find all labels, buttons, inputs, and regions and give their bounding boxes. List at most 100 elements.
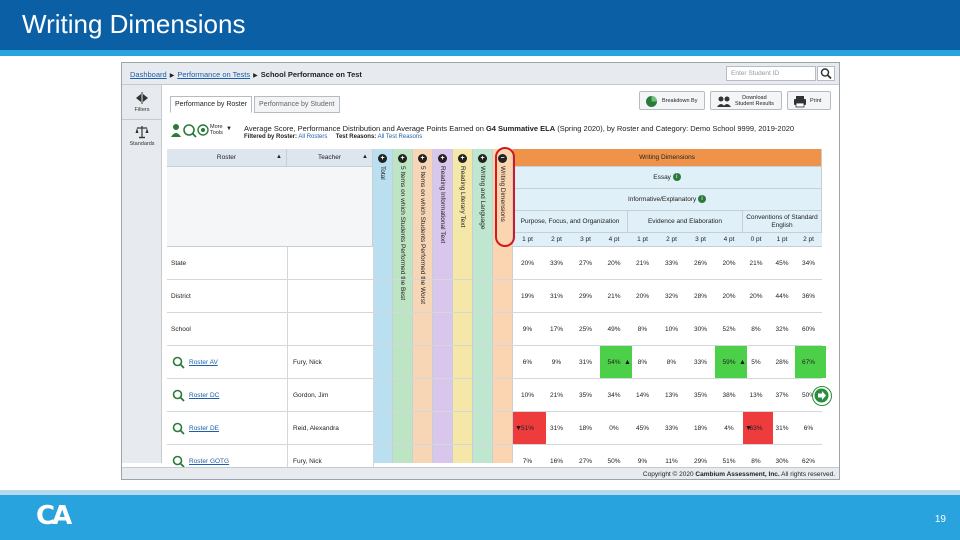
test-reasons-value: All Test Reasons	[377, 134, 423, 140]
expand-plus-icon[interactable]: +	[378, 154, 387, 163]
sort-icon: ▲	[276, 154, 282, 160]
table-row: Roster AV Fury, Nick 6% 9% 31% 54% ▲ 8% 8% 33% 59%…	[167, 346, 826, 379]
breakdown-by-button[interactable]: Breakdown By	[639, 91, 705, 110]
roster-name[interactable]: Roster GOTG	[189, 457, 230, 465]
percent-cell: 27%	[578, 259, 592, 267]
arrow-right-icon	[814, 388, 829, 403]
sidebar-item-label: Standards	[129, 141, 155, 147]
roster-detail-icon[interactable]	[172, 455, 185, 468]
roster-name[interactable]: Roster DE	[189, 424, 219, 432]
percent-cell: 51%	[722, 457, 736, 465]
teacher-column-header[interactable]: Teacher ▲	[287, 149, 373, 167]
percent-cell: 33%	[549, 259, 563, 267]
student-id-input[interactable]: Enter Student ID	[726, 66, 816, 81]
breadcrumb-separator-icon: ▶	[169, 73, 175, 79]
more-tools-button[interactable]: More Tools ▼	[170, 122, 236, 140]
strip-writing-language[interactable]: + Writing and Language	[473, 149, 493, 463]
percent-cell: 33%	[664, 259, 678, 267]
slide-footer: CA 19	[0, 495, 960, 540]
percent-cell: 8%	[637, 325, 648, 333]
download-label-line2: Student Results	[735, 101, 774, 107]
tab-performance-by-student[interactable]: Performance by Student	[254, 96, 340, 113]
roster-name[interactable]: Roster AV	[189, 358, 218, 366]
percent-cell: 54%	[607, 358, 621, 366]
table-row: Roster DE Reid, Alexandra 51% ▼ 31% 18% 0% 45% 3…	[167, 412, 822, 445]
print-label: Print	[810, 98, 822, 104]
cambium-logo: CA	[36, 501, 72, 531]
filtered-by-value: All Rosters	[298, 134, 328, 140]
roster-detail-icon[interactable]	[172, 356, 185, 369]
points-column-header: 1 pt	[522, 236, 533, 243]
slide-title: Writing Dimensions	[22, 9, 246, 39]
breadcrumb-dashboard[interactable]: Dashboard	[130, 70, 167, 79]
percent-cell: 20%	[749, 292, 763, 300]
cell-divider	[287, 445, 288, 477]
info-icon[interactable]: i	[672, 173, 681, 182]
percent-cell: 11%	[665, 457, 678, 465]
expand-plus-icon[interactable]: +	[398, 154, 407, 163]
cell-divider	[287, 247, 288, 279]
points-column-header: 1 pt	[776, 236, 788, 243]
roster-column-header[interactable]: Roster ▲	[167, 149, 287, 167]
roster-detail-icon[interactable]	[172, 422, 185, 435]
expand-plus-icon[interactable]: +	[478, 154, 487, 163]
roster-detail-icon[interactable]	[172, 389, 185, 402]
more-tools-line2: Tools	[210, 130, 223, 136]
collapse-minus-icon[interactable]: −	[498, 154, 507, 163]
strip-label: 5 Items on which Students Performed the …	[399, 166, 406, 301]
strip-reading-literary[interactable]: + Reading Literary Text	[453, 149, 473, 463]
percent-cell: 31%	[549, 424, 563, 432]
print-button[interactable]: Print	[787, 91, 831, 110]
strip-total[interactable]: + Total	[373, 149, 393, 463]
header-blank	[167, 167, 373, 247]
scroll-right-button[interactable]	[812, 386, 832, 406]
percent-cell: 6%	[522, 358, 533, 366]
student-search-button[interactable]	[817, 66, 835, 81]
percent-cell: 8%	[751, 325, 761, 333]
sidebar-divider	[122, 119, 162, 120]
tab-performance-by-roster[interactable]: Performance by Roster	[170, 96, 252, 113]
expand-plus-icon[interactable]: +	[438, 154, 447, 163]
cell-divider	[287, 346, 288, 378]
people-icon	[717, 96, 731, 107]
percent-cell: 18%	[693, 424, 707, 432]
expand-plus-icon[interactable]: +	[418, 154, 427, 163]
info-icon[interactable]: i	[698, 195, 707, 204]
percent-cell: 49%	[607, 325, 621, 333]
cell-divider	[373, 280, 374, 312]
percent-cell: 45%	[775, 259, 789, 267]
report-title-prefix: Average Score, Performance Distribution …	[244, 124, 484, 133]
roster-name[interactable]: Roster DC	[189, 391, 220, 399]
percent-cell: 13%	[664, 391, 678, 399]
percent-cell: 32%	[775, 325, 789, 333]
breadcrumb-current: School Performance on Test	[260, 70, 362, 79]
strip-best-items[interactable]: +5 Items on which Students Performed the…	[393, 149, 413, 463]
points-column-header: 3 pt	[695, 236, 706, 243]
percent-cell: 35%	[578, 391, 592, 399]
percent-cell: 26%	[693, 259, 707, 267]
strip-label: Writing and Language	[479, 166, 486, 230]
group-label-line2: English	[771, 222, 793, 229]
slide-header: Writing Dimensions	[0, 0, 960, 50]
strip-writing-dimensions[interactable]: − Writing Dimensions	[493, 149, 513, 463]
percent-cell: 14%	[635, 391, 649, 399]
highlight-oval	[495, 147, 515, 247]
sidebar-item-label: Filters	[134, 107, 150, 113]
sidebar-item-filters[interactable]: Filters	[122, 91, 162, 113]
sidebar-item-standards[interactable]: Standards	[122, 125, 162, 147]
expand-plus-icon[interactable]: +	[458, 154, 467, 163]
points-column-header: 2 pt	[666, 236, 677, 243]
table-row: State 20% 33% 27% 20% 21% 33% 26% 20% 21% 45% 34%	[167, 247, 822, 280]
strip-reading-informational[interactable]: + Reading Informational Text	[433, 149, 453, 463]
percent-cell: 32%	[664, 292, 678, 300]
strip-worst-items[interactable]: +5 Items on which Students Performed the…	[413, 149, 433, 463]
download-student-results-button[interactable]: Download Student Results	[710, 91, 782, 110]
percent-cell: 38%	[722, 391, 736, 399]
group-label-line1: Conventions of Standard	[746, 214, 818, 221]
writing-dimensions-label: Writing Dimensions	[639, 154, 695, 161]
filtered-by-label: Filtered by Roster:	[244, 134, 298, 140]
percent-cell: 10%	[520, 391, 534, 399]
more-tools-line1: More	[210, 124, 223, 130]
breadcrumb-performance-on-tests[interactable]: Performance on Tests	[177, 70, 251, 79]
group-header-evidence: Evidence and Elaboration	[628, 211, 743, 233]
